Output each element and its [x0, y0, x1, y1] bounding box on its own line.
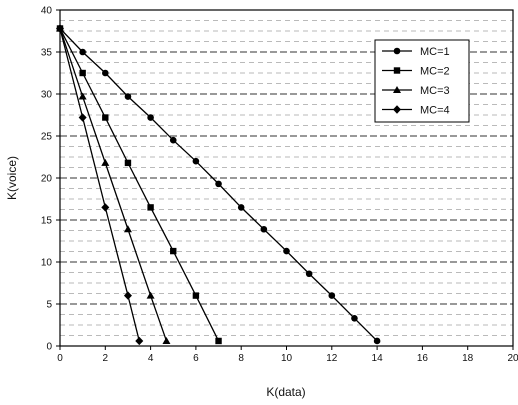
x-tick-label: 16 [417, 353, 429, 364]
legend-marker [393, 86, 401, 93]
data-point [123, 225, 132, 233]
data-point [78, 113, 87, 122]
y-tick-label: 35 [41, 48, 53, 59]
data-point [192, 157, 200, 165]
x-tick-label: 0 [57, 353, 63, 364]
data-point [124, 93, 132, 100]
data-point [170, 247, 177, 255]
x-tick-label: 14 [372, 353, 384, 364]
series-line [59, 28, 220, 342]
data-point [101, 203, 110, 212]
data-point [162, 336, 171, 344]
x-tick-label: 18 [462, 353, 474, 364]
legend: MC=1 MC=2 MC=3 MC=4 [374, 39, 470, 123]
legend-box [374, 39, 470, 123]
legend-marker [393, 47, 401, 55]
x-tick-label: 20 [507, 353, 518, 364]
data-point [56, 24, 64, 33]
data-point [351, 314, 358, 322]
y-axis-title: K(voice) [5, 156, 19, 200]
y-tick-label: 40 [41, 6, 53, 17]
x-tick-label: 10 [281, 353, 293, 364]
legend-label: MC=1 [420, 46, 450, 58]
legend-label: MC=2 [420, 66, 450, 78]
legend-label: MC=4 [420, 105, 450, 117]
y-tick-label: 5 [46, 300, 52, 311]
data-point [260, 225, 268, 233]
x-tick-label: 12 [326, 353, 338, 364]
data-point [79, 69, 86, 77]
data-point [328, 292, 336, 299]
data-point [215, 180, 222, 188]
series-line [59, 28, 168, 342]
y-tick-label: 20 [41, 174, 53, 185]
data-point [237, 204, 245, 211]
x-tick-label: 2 [103, 353, 109, 364]
y-tick-label: 15 [41, 216, 53, 227]
data-point [123, 291, 132, 300]
y-axis: 0 5 10 15 20 25 30 35 40 [41, 6, 60, 353]
series-1 [56, 25, 381, 345]
data-point [215, 337, 222, 345]
data-point [373, 337, 381, 345]
series-layer [56, 24, 381, 346]
y-tick-label: 0 [46, 342, 52, 353]
data-point [305, 270, 313, 278]
data-point [101, 158, 110, 166]
data-point [102, 114, 109, 121]
x-tick-label: 4 [148, 353, 154, 364]
data-point [283, 247, 290, 255]
data-point [192, 292, 200, 299]
series-4 [56, 24, 144, 346]
legend-label: MC=3 [420, 85, 450, 97]
x-tick-label: 6 [193, 353, 199, 364]
data-point [147, 114, 154, 121]
y-tick-label: 10 [41, 258, 53, 269]
data-point [135, 336, 144, 346]
x-tick-label: 8 [238, 353, 244, 364]
legend-marker [393, 105, 401, 114]
data-point [78, 92, 87, 100]
y-tick-label: 30 [41, 90, 53, 101]
data-point [146, 291, 155, 299]
data-point [169, 136, 177, 144]
data-point [102, 69, 109, 77]
data-point [79, 48, 86, 56]
data-point [147, 204, 154, 211]
y-tick-label: 25 [41, 132, 53, 143]
x-axis: 0 2 4 6 8 10 12 14 16 18 20 [57, 346, 518, 364]
legend-marker [393, 67, 401, 74]
x-axis-title: K(data) [266, 385, 305, 399]
data-point [124, 159, 132, 167]
